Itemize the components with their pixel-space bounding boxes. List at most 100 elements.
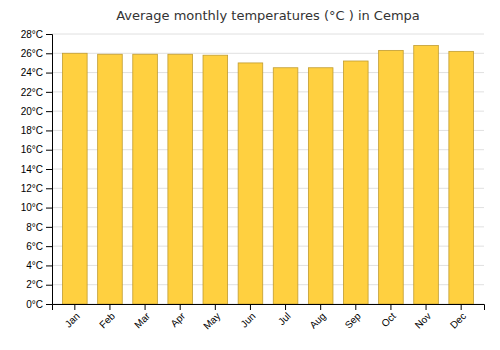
y-tick-label: 24°C — [21, 67, 43, 78]
y-tick: 8°C — [26, 222, 52, 233]
y-tick: 12°C — [21, 183, 52, 194]
y-tick: 28°C — [21, 29, 52, 40]
y-tick: 4°C — [26, 260, 52, 271]
y-tick-mark — [46, 111, 52, 112]
x-tick-mark — [461, 304, 462, 310]
y-tick-mark — [46, 169, 52, 170]
x-tick-mark — [109, 304, 110, 310]
bar — [273, 68, 298, 304]
grid — [52, 34, 484, 304]
y-tick-mark — [46, 92, 52, 93]
y-tick: 20°C — [21, 106, 52, 117]
x-tick-mark — [250, 304, 251, 310]
x-tick-label: Oct — [379, 310, 398, 329]
y-tick: 16°C — [21, 144, 52, 155]
x-tick: Jul — [276, 304, 293, 327]
x-tick: Apr — [168, 304, 187, 329]
y-tick-label: 8°C — [26, 222, 43, 233]
x-tick-mark — [355, 304, 356, 310]
x-tick-label: Dec — [448, 310, 468, 330]
y-tick-mark — [46, 265, 52, 266]
y-tick-label: 20°C — [21, 106, 43, 117]
y-tick: 26°C — [21, 48, 52, 59]
x-tick-mark — [180, 304, 181, 310]
x-tick-label: Feb — [97, 310, 117, 330]
y-tick-label: 4°C — [26, 260, 43, 271]
y-axis: 0°C 2°C 4°C 6°C 8°C 10°C 12°C 14°C 16°C 18°C 20°C 2… — [21, 29, 53, 310]
x-tick: Jun — [238, 304, 257, 330]
bar — [168, 54, 193, 304]
y-tick-label: 18°C — [21, 125, 43, 136]
y-axis-line — [46, 35, 53, 305]
y-tick-label: 22°C — [21, 87, 43, 98]
y-tick: 10°C — [21, 202, 52, 213]
bar — [344, 61, 369, 304]
x-tick: Mar — [132, 304, 152, 330]
y-tick: 6°C — [26, 241, 52, 252]
y-tick-label: 16°C — [21, 144, 43, 155]
x-tick: Nov — [413, 304, 433, 331]
x-tick-label: Mar — [132, 310, 152, 330]
y-tick-mark — [46, 246, 52, 247]
x-tick-label: Jan — [63, 310, 82, 329]
y-tick: 18°C — [21, 125, 52, 136]
y-tick-mark — [46, 208, 52, 209]
bar — [449, 51, 474, 304]
x-tick-mark — [426, 304, 427, 310]
x-tick: Aug — [307, 304, 327, 331]
chart: 0°C 2°C 4°C 6°C 8°C 10°C 12°C 14°C 16°C 18°C 20°C 2… — [0, 0, 500, 350]
y-tick-mark — [46, 73, 52, 74]
x-tick: Oct — [379, 304, 398, 329]
y-tick-label: 14°C — [21, 164, 43, 175]
bar — [238, 63, 263, 304]
x-tick: Sep — [343, 304, 364, 331]
x-tick: Feb — [97, 304, 117, 330]
y-tick-mark — [46, 227, 52, 228]
x-tick: May — [201, 304, 222, 332]
y-tick: 2°C — [26, 279, 52, 290]
y-tick-label: 28°C — [21, 29, 43, 40]
x-tick-label: Sep — [343, 310, 364, 331]
x-tick-mark — [390, 304, 391, 310]
bar — [133, 54, 158, 304]
y-tick-mark — [46, 285, 52, 286]
bar — [98, 54, 123, 304]
x-tick-mark — [74, 304, 75, 310]
bar — [414, 46, 439, 304]
y-tick-mark — [46, 34, 52, 35]
x-axis-line — [53, 305, 485, 311]
grid-line — [52, 34, 484, 35]
x-tick-mark — [285, 304, 286, 310]
x-tick: Dec — [448, 304, 468, 331]
x-axis: Jan Feb Mar Apr May Jun Jul Aug Sep Oct Nov Dec — [53, 304, 485, 332]
y-tick-mark — [46, 150, 52, 151]
y-tick-mark — [46, 53, 52, 54]
y-tick-label: 26°C — [21, 48, 43, 59]
y-tick: 24°C — [21, 67, 52, 78]
x-tick-label: May — [201, 310, 222, 331]
x-tick-label: Apr — [168, 310, 187, 329]
x-tick-mark — [320, 304, 321, 310]
x-tick: Jan — [63, 304, 82, 330]
y-tick: 14°C — [21, 164, 52, 175]
y-tick: 22°C — [21, 87, 52, 98]
y-tick-mark — [46, 304, 52, 305]
y-tick-label: 12°C — [21, 183, 43, 194]
y-tick-label: 2°C — [26, 279, 43, 290]
bar — [63, 53, 88, 304]
y-tick-mark — [46, 130, 52, 131]
bar — [308, 68, 333, 304]
x-tick-label: Aug — [307, 310, 327, 330]
x-tick-label: Nov — [413, 310, 433, 330]
y-tick-label: 0°C — [26, 299, 43, 310]
y-tick-mark — [46, 188, 52, 189]
plot-area — [63, 46, 474, 304]
x-tick-label: Jul — [276, 310, 293, 327]
y-tick-label: 10°C — [21, 202, 43, 213]
bar — [203, 55, 228, 304]
title: Average monthly temperatures (°C ) in Ce… — [116, 8, 420, 23]
x-tick-label: Jun — [238, 310, 257, 329]
y-tick-label: 6°C — [26, 241, 43, 252]
y-tick: 0°C — [26, 299, 52, 310]
bar — [379, 50, 404, 304]
